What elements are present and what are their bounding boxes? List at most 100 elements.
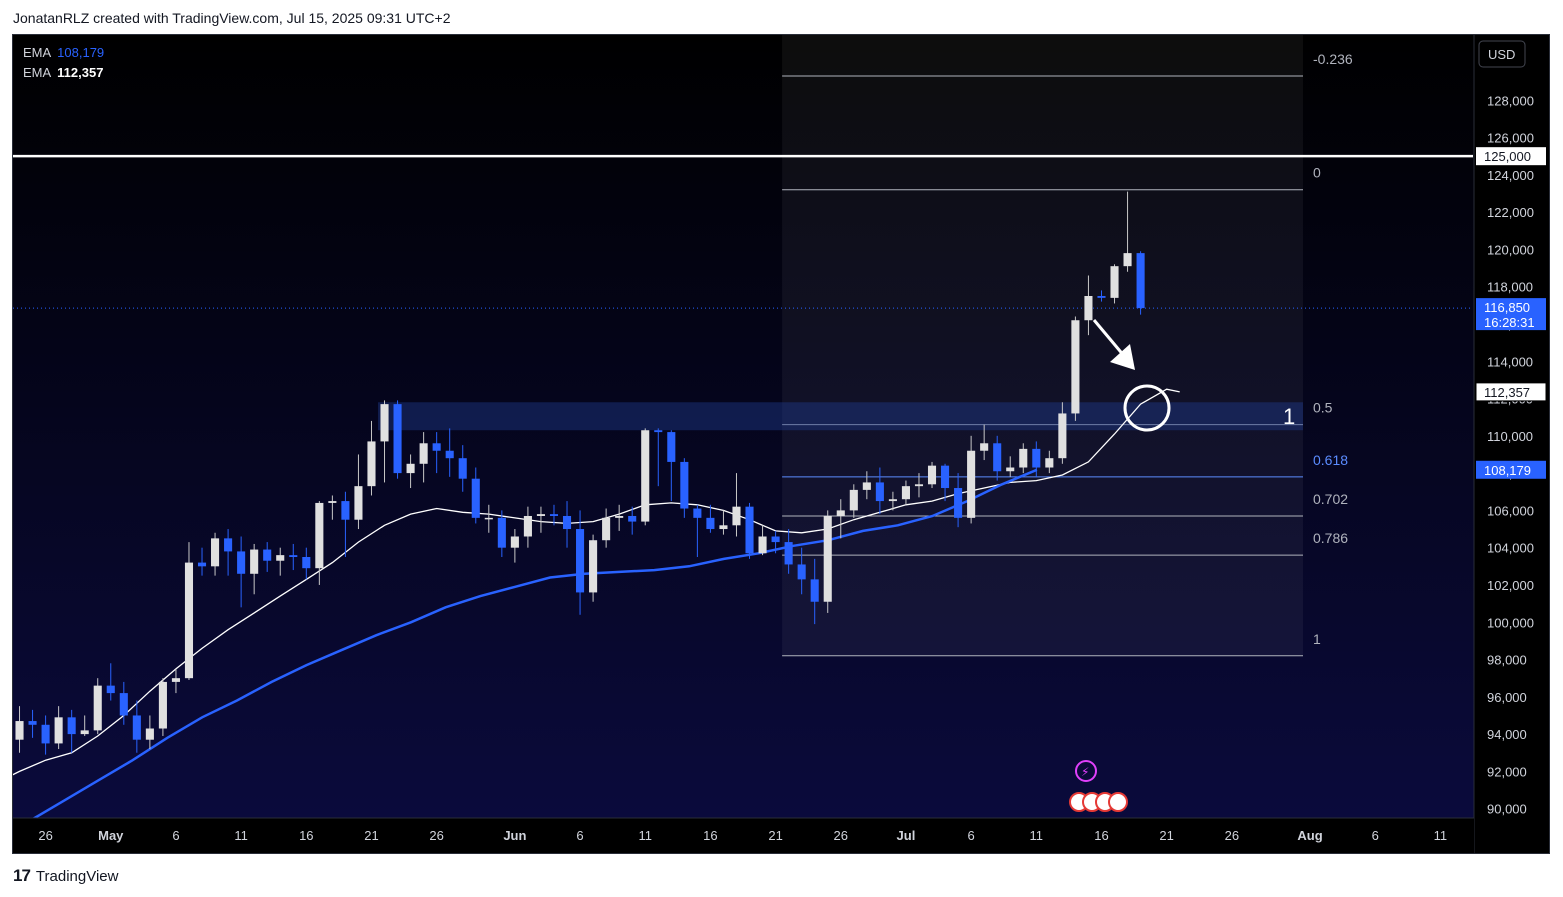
candle-body bbox=[1006, 467, 1015, 472]
fib-level-label: 0.618 bbox=[1313, 452, 1348, 468]
candle-body bbox=[628, 515, 637, 522]
time-tick-label: 16 bbox=[703, 828, 717, 843]
candle-body bbox=[289, 555, 298, 557]
candle-body bbox=[93, 685, 102, 731]
price-tick-label: 92,000 bbox=[1487, 764, 1527, 779]
time-tick-label: 26 bbox=[1225, 828, 1239, 843]
price-tick-label: 124,000 bbox=[1487, 168, 1534, 183]
time-tick-label: Jun bbox=[503, 828, 526, 843]
candle-body bbox=[914, 484, 924, 487]
time-axis[interactable]: 26 May 6 11 16 21 26 Jun 6 11 16 21 26 Jul 6 11 16 21 26 Au… bbox=[13, 817, 1474, 854]
zone-label: 1 bbox=[1283, 404, 1295, 429]
legend-ema-fast[interactable]: EMA 112,357 bbox=[23, 65, 103, 80]
price-axis[interactable]: 90,000 92,000 94,000 96,000 98,000 100,000 102… bbox=[1473, 35, 1550, 854]
price-chart[interactable]: -0.236 0 0.5 0.618 0.702 0.786 1 1 ⚡ 90,000 92,… bbox=[13, 35, 1550, 854]
down-arrow-shaft[interactable] bbox=[1092, 319, 1127, 358]
price-tick-label: 120,000 bbox=[1487, 242, 1534, 257]
event-lightning-icon[interactable] bbox=[1075, 760, 1097, 782]
tradingview-logo-icon: 17 bbox=[13, 866, 31, 885]
candle-body bbox=[576, 529, 585, 593]
candle-body bbox=[836, 510, 845, 516]
candle-body bbox=[432, 443, 441, 451]
candle-body bbox=[158, 681, 167, 729]
candle-body bbox=[810, 579, 819, 602]
horizontal-level-price-tag bbox=[1476, 147, 1546, 166]
price-tick-label: 128,000 bbox=[1487, 93, 1534, 108]
candle-body bbox=[250, 549, 259, 574]
time-tick-label: 26 bbox=[834, 828, 848, 843]
candle-body bbox=[237, 551, 246, 574]
time-tick-label: 26 bbox=[38, 828, 52, 843]
candle-body bbox=[1097, 296, 1106, 298]
candle-body bbox=[967, 450, 976, 518]
current-price-label: 116,850 bbox=[1484, 300, 1530, 315]
down-arrow-head[interactable] bbox=[1110, 344, 1135, 370]
price-tick-label: 106,000 bbox=[1487, 503, 1534, 518]
candle-body bbox=[875, 482, 884, 502]
tradingview-brand-text: TradingView bbox=[35, 867, 119, 885]
annotations[interactable]: ⚡ bbox=[1069, 319, 1171, 812]
time-tick-label: 6 bbox=[172, 828, 179, 843]
candle-body bbox=[1110, 266, 1119, 298]
legend-ema-fast-value: 112,357 bbox=[57, 65, 104, 80]
countdown-label: 16:28:31 bbox=[1484, 315, 1535, 330]
time-tick-label: 21 bbox=[768, 828, 782, 843]
time-tick-label: Jul bbox=[897, 828, 916, 843]
time-tick-label: 26 bbox=[429, 828, 443, 843]
candle-body bbox=[693, 508, 702, 518]
candle-body bbox=[732, 506, 741, 526]
chart-header: JonatanRLZ created with TradingView.com,… bbox=[13, 10, 451, 26]
candle-body bbox=[1058, 413, 1067, 459]
candle-body bbox=[380, 404, 389, 442]
current-price-tag bbox=[1476, 298, 1546, 331]
time-tick-label: 21 bbox=[1159, 828, 1173, 843]
candle-body bbox=[549, 514, 559, 516]
price-tick-label: 122,000 bbox=[1487, 205, 1534, 220]
candle-body bbox=[484, 517, 493, 520]
candle-body bbox=[654, 430, 663, 433]
candle-body bbox=[184, 562, 194, 679]
candle-body bbox=[849, 489, 858, 511]
time-tick-label: 11 bbox=[1434, 828, 1448, 843]
candle-body bbox=[771, 536, 780, 543]
candle-body bbox=[615, 515, 624, 518]
candle-body bbox=[197, 562, 207, 567]
candle-body bbox=[328, 501, 337, 503]
target-circle[interactable] bbox=[1123, 384, 1171, 432]
time-tick-label: 21 bbox=[364, 828, 378, 843]
legend-ema-slow[interactable]: EMA 108,179 bbox=[23, 45, 104, 60]
candle-body bbox=[797, 564, 806, 580]
candle-body bbox=[119, 693, 128, 716]
candle-body bbox=[980, 443, 989, 451]
candle-body bbox=[1123, 253, 1132, 267]
us-flag-event-icon[interactable] bbox=[1108, 792, 1128, 812]
candle-body bbox=[276, 555, 285, 561]
tradingview-logo[interactable]: 17 TradingView bbox=[13, 866, 118, 886]
candle-body bbox=[719, 525, 728, 530]
candle-body bbox=[510, 536, 519, 548]
candle-body bbox=[941, 465, 950, 489]
candle-body bbox=[171, 678, 180, 682]
price-tick-label: 118,000 bbox=[1487, 280, 1533, 295]
candle-body bbox=[41, 724, 50, 744]
zone-rect[interactable] bbox=[378, 402, 1303, 431]
fib-level-label: 0.786 bbox=[1313, 530, 1348, 546]
candle-body bbox=[67, 717, 76, 735]
ema-slow-price-tag bbox=[1476, 460, 1546, 479]
candle-body bbox=[1084, 296, 1093, 321]
price-tick-label: 102,000 bbox=[1487, 578, 1534, 593]
currency-button[interactable] bbox=[1478, 40, 1526, 68]
chart-frame[interactable]: -0.236 0 0.5 0.618 0.702 0.786 1 1 ⚡ 90,000 92,… bbox=[12, 34, 1550, 854]
candle-body bbox=[341, 501, 350, 520]
candle-body bbox=[888, 499, 897, 502]
time-axis-background bbox=[13, 818, 1474, 853]
price-tick-label: 110,000 bbox=[1487, 429, 1533, 444]
ema-fast-price-label: 112,357 bbox=[1484, 385, 1530, 400]
candle-body bbox=[1045, 458, 1054, 468]
price-tick-label: 96,000 bbox=[1487, 690, 1527, 705]
supply-zone[interactable]: 1 bbox=[378, 402, 1303, 431]
time-tick-label: 11 bbox=[234, 828, 248, 843]
fib-level-label: 1 bbox=[1313, 631, 1321, 647]
time-tick-label: 6 bbox=[576, 828, 583, 843]
price-axis-background bbox=[1474, 35, 1549, 853]
